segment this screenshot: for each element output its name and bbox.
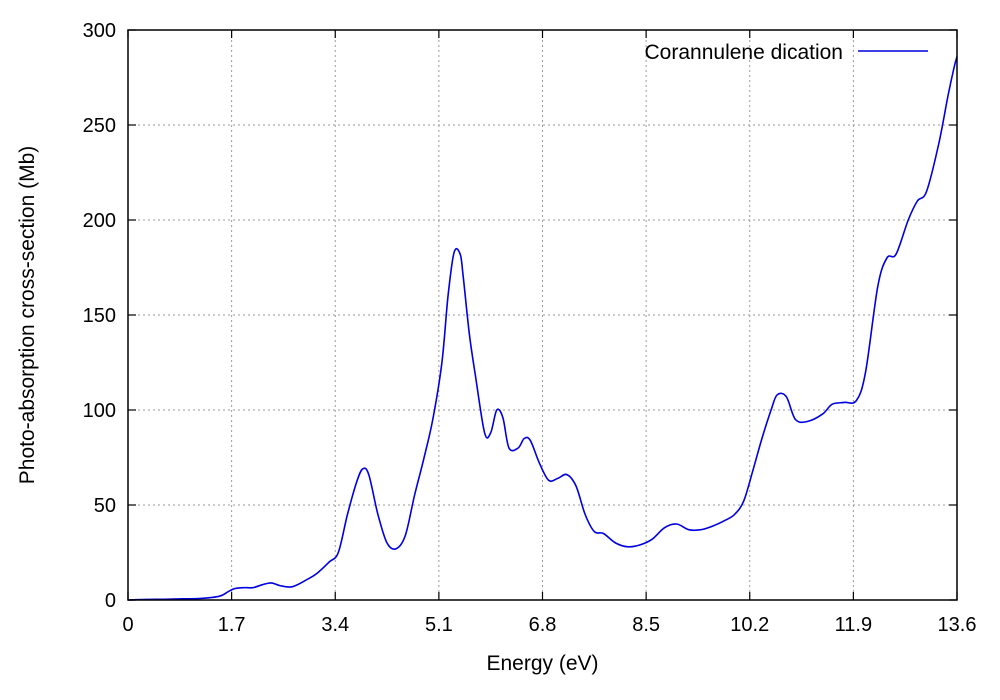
y-tick-label: 150 [83, 305, 116, 327]
y-tick-label: 200 [83, 210, 116, 232]
axis-ticks [127, 29, 958, 601]
y-tick-label: 300 [83, 20, 116, 42]
x-axis-label: Energy (eV) [486, 652, 598, 675]
y-tick-label: 250 [83, 115, 116, 137]
grid-lines [128, 30, 957, 600]
x-tick-label: 13.6 [938, 614, 977, 636]
x-tick-label: 6.8 [529, 614, 557, 636]
x-tick-label: 5.1 [425, 614, 453, 636]
y-tick-label: 100 [83, 400, 116, 422]
x-tick-label: 10.2 [730, 614, 769, 636]
tick-labels: 0 1.7 3.4 5.1 6.8 8.5 10.2 11.9 13.6 0 50 100 150 200… [83, 20, 977, 636]
x-tick-label: 0 [122, 614, 133, 636]
x-tick-label: 11.9 [835, 614, 872, 636]
series-layer [127, 56, 958, 601]
legend-label: Corannulene dication [645, 41, 843, 64]
x-tick-label: 3.4 [321, 614, 349, 636]
y-axis-label: Photo-absorption cross-section (Mb) [16, 146, 39, 484]
y-tick-label: 50 [94, 495, 116, 517]
x-tick-label: 1.7 [218, 614, 246, 636]
x-tick-label: 8.5 [632, 614, 660, 636]
y-tick-label: 0 [105, 590, 116, 612]
legend: Corannulene dication [645, 41, 928, 64]
series-line [127, 56, 958, 601]
